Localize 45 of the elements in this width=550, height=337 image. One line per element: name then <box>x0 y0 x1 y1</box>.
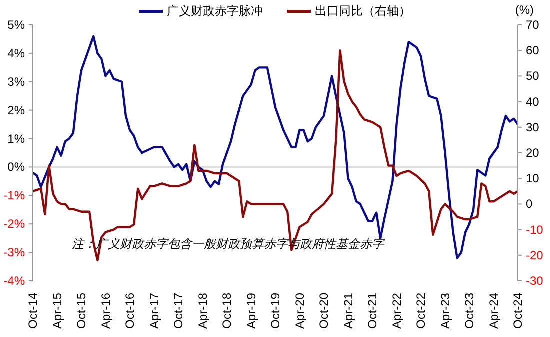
y-tick-label: 3% <box>8 74 26 89</box>
x-tick-label: Oct-14 <box>26 292 40 330</box>
x-tick-label: Oct-19 <box>268 292 282 330</box>
y-tick-label: 1% <box>8 132 26 146</box>
x-tick-label: Oct-15 <box>74 292 88 330</box>
y2-tick-label: 70 <box>526 18 540 32</box>
y-tick-label: 5% <box>8 18 26 32</box>
x-tick-label: Apr-17 <box>147 292 162 330</box>
x-tick-label: Apr-21 <box>341 292 356 330</box>
x-tick-label: Apr-23 <box>438 292 452 330</box>
x-tick-label: Apr-18 <box>196 292 210 330</box>
legend-label: 广义财政赤字脉冲 <box>167 3 263 20</box>
y-tick-label: -2% <box>4 217 26 232</box>
x-tick-label: Oct-23 <box>462 292 476 330</box>
y2-tick-label: 20 <box>526 146 540 160</box>
x-tick-label: Oct-21 <box>366 292 380 330</box>
y-tick-label: -3% <box>4 246 26 260</box>
y2-tick-label: 50 <box>526 69 540 84</box>
y-tick-label: 2% <box>8 103 26 118</box>
x-tick-label: Apr-20 <box>292 292 307 330</box>
x-tick-label: Oct-20 <box>317 292 331 330</box>
y2-tick-label: 0 <box>526 197 533 212</box>
y2-axis-title: (%) <box>515 3 534 17</box>
x-tick-label: Oct-18 <box>220 292 234 330</box>
y2-tick-label: 10 <box>526 172 540 186</box>
y2-tick-label: -10 <box>526 222 544 237</box>
x-tick-label: Apr-19 <box>244 292 258 330</box>
y2-tick-label: 40 <box>526 94 540 109</box>
x-tick-label: Oct-22 <box>414 292 428 330</box>
x-tick-label: Apr-22 <box>390 292 404 330</box>
y-tick-label: -4% <box>4 274 26 288</box>
y2-tick-label: -30 <box>526 274 544 288</box>
x-tick-label: Oct-16 <box>123 292 137 330</box>
y-tick-label: 0% <box>8 160 26 174</box>
x-tick-label: Apr-16 <box>98 292 113 330</box>
x-tick-label: Apr-24 <box>486 292 501 330</box>
y2-tick-label: 60 <box>526 44 540 58</box>
y2-tick-label: -20 <box>526 248 544 262</box>
legend-label: 出口同比（右轴） <box>315 3 411 20</box>
x-tick-label: Oct-17 <box>172 292 186 330</box>
y2-tick-label: 30 <box>526 120 540 134</box>
x-tick-label: Apr-15 <box>50 292 64 330</box>
y-tick-label: -1% <box>4 188 26 203</box>
x-tick-label: Oct-24 <box>511 292 525 330</box>
y-tick-label: 4% <box>8 46 26 60</box>
